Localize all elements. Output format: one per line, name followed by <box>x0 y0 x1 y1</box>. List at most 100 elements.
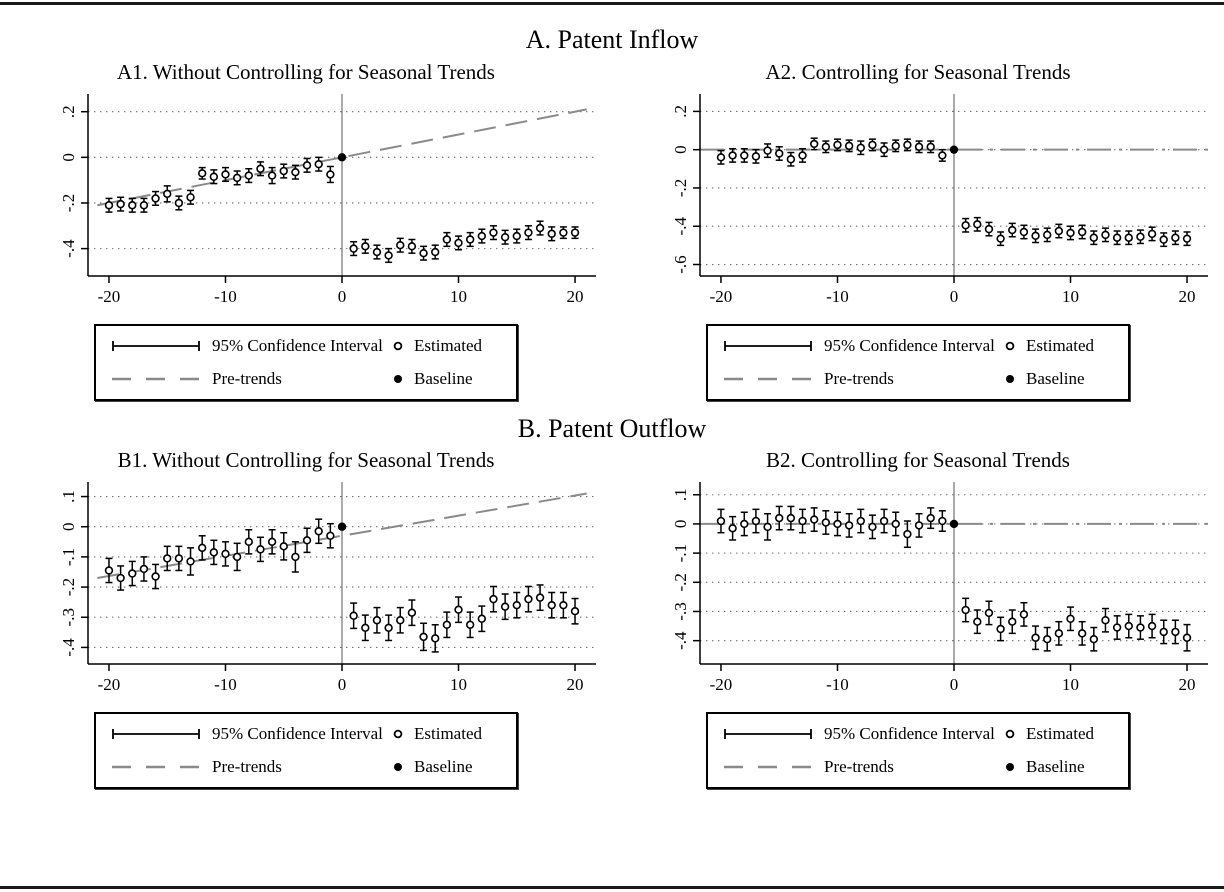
baseline-dot <box>949 145 959 154</box>
legend-item-pretrends: Pre-trends <box>722 369 1000 389</box>
svg-text:.1: .1 <box>671 489 690 502</box>
legend-ci-label: 95% Confidence Interval <box>824 724 995 744</box>
legend-item-baseline: Baseline <box>392 757 502 777</box>
legend-ci-label: 95% Confidence Interval <box>824 335 995 355</box>
svg-text:-.3: -.3 <box>59 608 78 626</box>
axes: .1 0 -.1 -.2 -.3 -.4 -20 -10 0 10 20 <box>59 482 596 694</box>
svg-text:0: 0 <box>59 153 78 162</box>
svg-text:-.4: -.4 <box>671 216 690 235</box>
estimated-marker-icon <box>393 730 403 739</box>
pretrend-sample-icon <box>724 377 812 380</box>
panel-b1: B1. Without Controlling for Seasonal Tre… <box>0 445 612 790</box>
panel-b1-legend: 95% Confidence Interval Estimated Pre-tr… <box>94 712 518 790</box>
svg-text:20: 20 <box>567 287 584 306</box>
baseline-marker-icon <box>1006 763 1014 772</box>
pretrend-sample-icon <box>724 766 812 769</box>
svg-text:-.2: -.2 <box>671 178 690 196</box>
svg-text:-20: -20 <box>98 675 121 694</box>
ci-sample-icon <box>112 340 200 351</box>
panel-b2-title: B2. Controlling for Seasonal Trends <box>766 448 1070 473</box>
legend-pretrends-label: Pre-trends <box>824 368 894 388</box>
svg-text:-.6: -.6 <box>671 255 690 273</box>
panel-b2: B2. Controlling for Seasonal Trends .1 0 -… <box>612 445 1224 790</box>
estimates-with-ci <box>104 156 580 263</box>
ci-sample-icon <box>724 340 812 351</box>
svg-text:20: 20 <box>567 675 584 694</box>
legend-item-baseline: Baseline <box>1004 757 1114 777</box>
svg-text:-.4: -.4 <box>59 239 78 258</box>
legend-item-estimated: Estimated <box>392 336 502 356</box>
svg-text:-.4: -.4 <box>671 631 690 650</box>
section-b-title: B. Patent Outflow <box>517 413 707 443</box>
svg-text:-10: -10 <box>214 675 237 694</box>
legend-item-estimated: Estimated <box>1004 724 1114 744</box>
panel-a1-plot: .2 0 -.2 -.4 -20 -10 0 10 20 <box>59 93 596 306</box>
panel-a2-title: A2. Controlling for Seasonal Trends <box>765 59 1071 84</box>
legend-estimated-label: Estimated <box>1026 724 1094 744</box>
estimates-with-ci <box>104 518 580 654</box>
legend-item-pretrends: Pre-trends <box>110 757 388 777</box>
svg-text:-20: -20 <box>98 287 121 306</box>
legend-item-estimated: Estimated <box>1004 336 1114 356</box>
svg-text:10: 10 <box>1062 675 1079 694</box>
svg-text:-.2: -.2 <box>59 193 78 211</box>
legend-pretrends-label: Pre-trends <box>212 757 282 777</box>
axes: .2 0 -.2 -.4 -20 -10 0 10 20 <box>59 93 596 306</box>
gridlines <box>700 494 1208 642</box>
legend-pretrends-label: Pre-trends <box>212 368 282 388</box>
panel-b2-legend: 95% Confidence Interval Estimated Pre-tr… <box>706 712 1130 790</box>
svg-text:-20: -20 <box>710 287 733 306</box>
panel-b1-title: B1. Without Controlling for Seasonal Tre… <box>117 448 495 473</box>
legend-item-ci: 95% Confidence Interval <box>110 724 388 744</box>
svg-text:-10: -10 <box>826 287 849 306</box>
row-b: B1. Without Controlling for Seasonal Tre… <box>0 445 1224 790</box>
legend-pretrends-label: Pre-trends <box>824 757 894 777</box>
gridlines <box>700 110 1208 265</box>
estimates-with-ci <box>716 137 1192 247</box>
legend-item-ci: 95% Confidence Interval <box>110 336 388 356</box>
figure-content: A. Patent Inflow A1. Without Controlling… <box>0 25 1224 790</box>
estimates-with-ci <box>716 506 1192 652</box>
estimated-marker-icon <box>393 341 403 350</box>
svg-text:-.1: -.1 <box>59 548 78 566</box>
panel-a2-legend: 95% Confidence Interval Estimated Pre-tr… <box>706 323 1130 401</box>
svg-text:-.3: -.3 <box>671 603 690 621</box>
svg-text:20: 20 <box>1179 675 1196 694</box>
svg-text:0: 0 <box>59 523 78 532</box>
baseline-dot <box>949 520 959 529</box>
svg-text:0: 0 <box>950 287 959 306</box>
legend-baseline-label: Baseline <box>1026 368 1085 388</box>
panel-a1-legend: 95% Confidence Interval Estimated Pre-tr… <box>94 323 518 401</box>
legend-baseline-label: Baseline <box>1026 757 1085 777</box>
ci-sample-icon <box>112 729 200 740</box>
legend-ci-label: 95% Confidence Interval <box>212 335 383 355</box>
baseline-dot <box>337 522 347 532</box>
svg-text:-.2: -.2 <box>59 578 78 596</box>
estimated-marker-icon <box>1005 730 1015 739</box>
svg-text:20: 20 <box>1179 287 1196 306</box>
legend-item-estimated: Estimated <box>392 724 502 744</box>
legend-item-pretrends: Pre-trends <box>110 369 388 389</box>
row-a: A1. Without Controlling for Seasonal Tre… <box>0 57 1224 401</box>
svg-text:-.1: -.1 <box>671 544 690 562</box>
svg-text:-.4: -.4 <box>59 638 78 657</box>
svg-text:10: 10 <box>450 287 467 306</box>
legend-estimated-label: Estimated <box>414 335 482 355</box>
gridlines <box>88 110 596 249</box>
top-border-rule <box>0 2 1224 5</box>
svg-text:0: 0 <box>671 520 690 529</box>
svg-text:.1: .1 <box>59 491 78 504</box>
legend-item-pretrends: Pre-trends <box>722 757 1000 777</box>
ci-sample-icon <box>724 729 812 740</box>
svg-text:0: 0 <box>671 145 690 154</box>
legend-ci-label: 95% Confidence Interval <box>212 724 383 744</box>
svg-text:10: 10 <box>1062 287 1079 306</box>
baseline-marker-icon <box>394 374 402 383</box>
svg-text:.2: .2 <box>59 105 78 118</box>
panel-a1: A1. Without Controlling for Seasonal Tre… <box>0 57 612 401</box>
pretrend-sample-icon <box>112 766 200 769</box>
baseline-dot <box>337 152 347 162</box>
panel-a2-plot: .2 0 -.2 -.4 -.6 -20 -10 0 10 20 <box>671 93 1208 306</box>
legend-estimated-label: Estimated <box>1026 335 1094 355</box>
